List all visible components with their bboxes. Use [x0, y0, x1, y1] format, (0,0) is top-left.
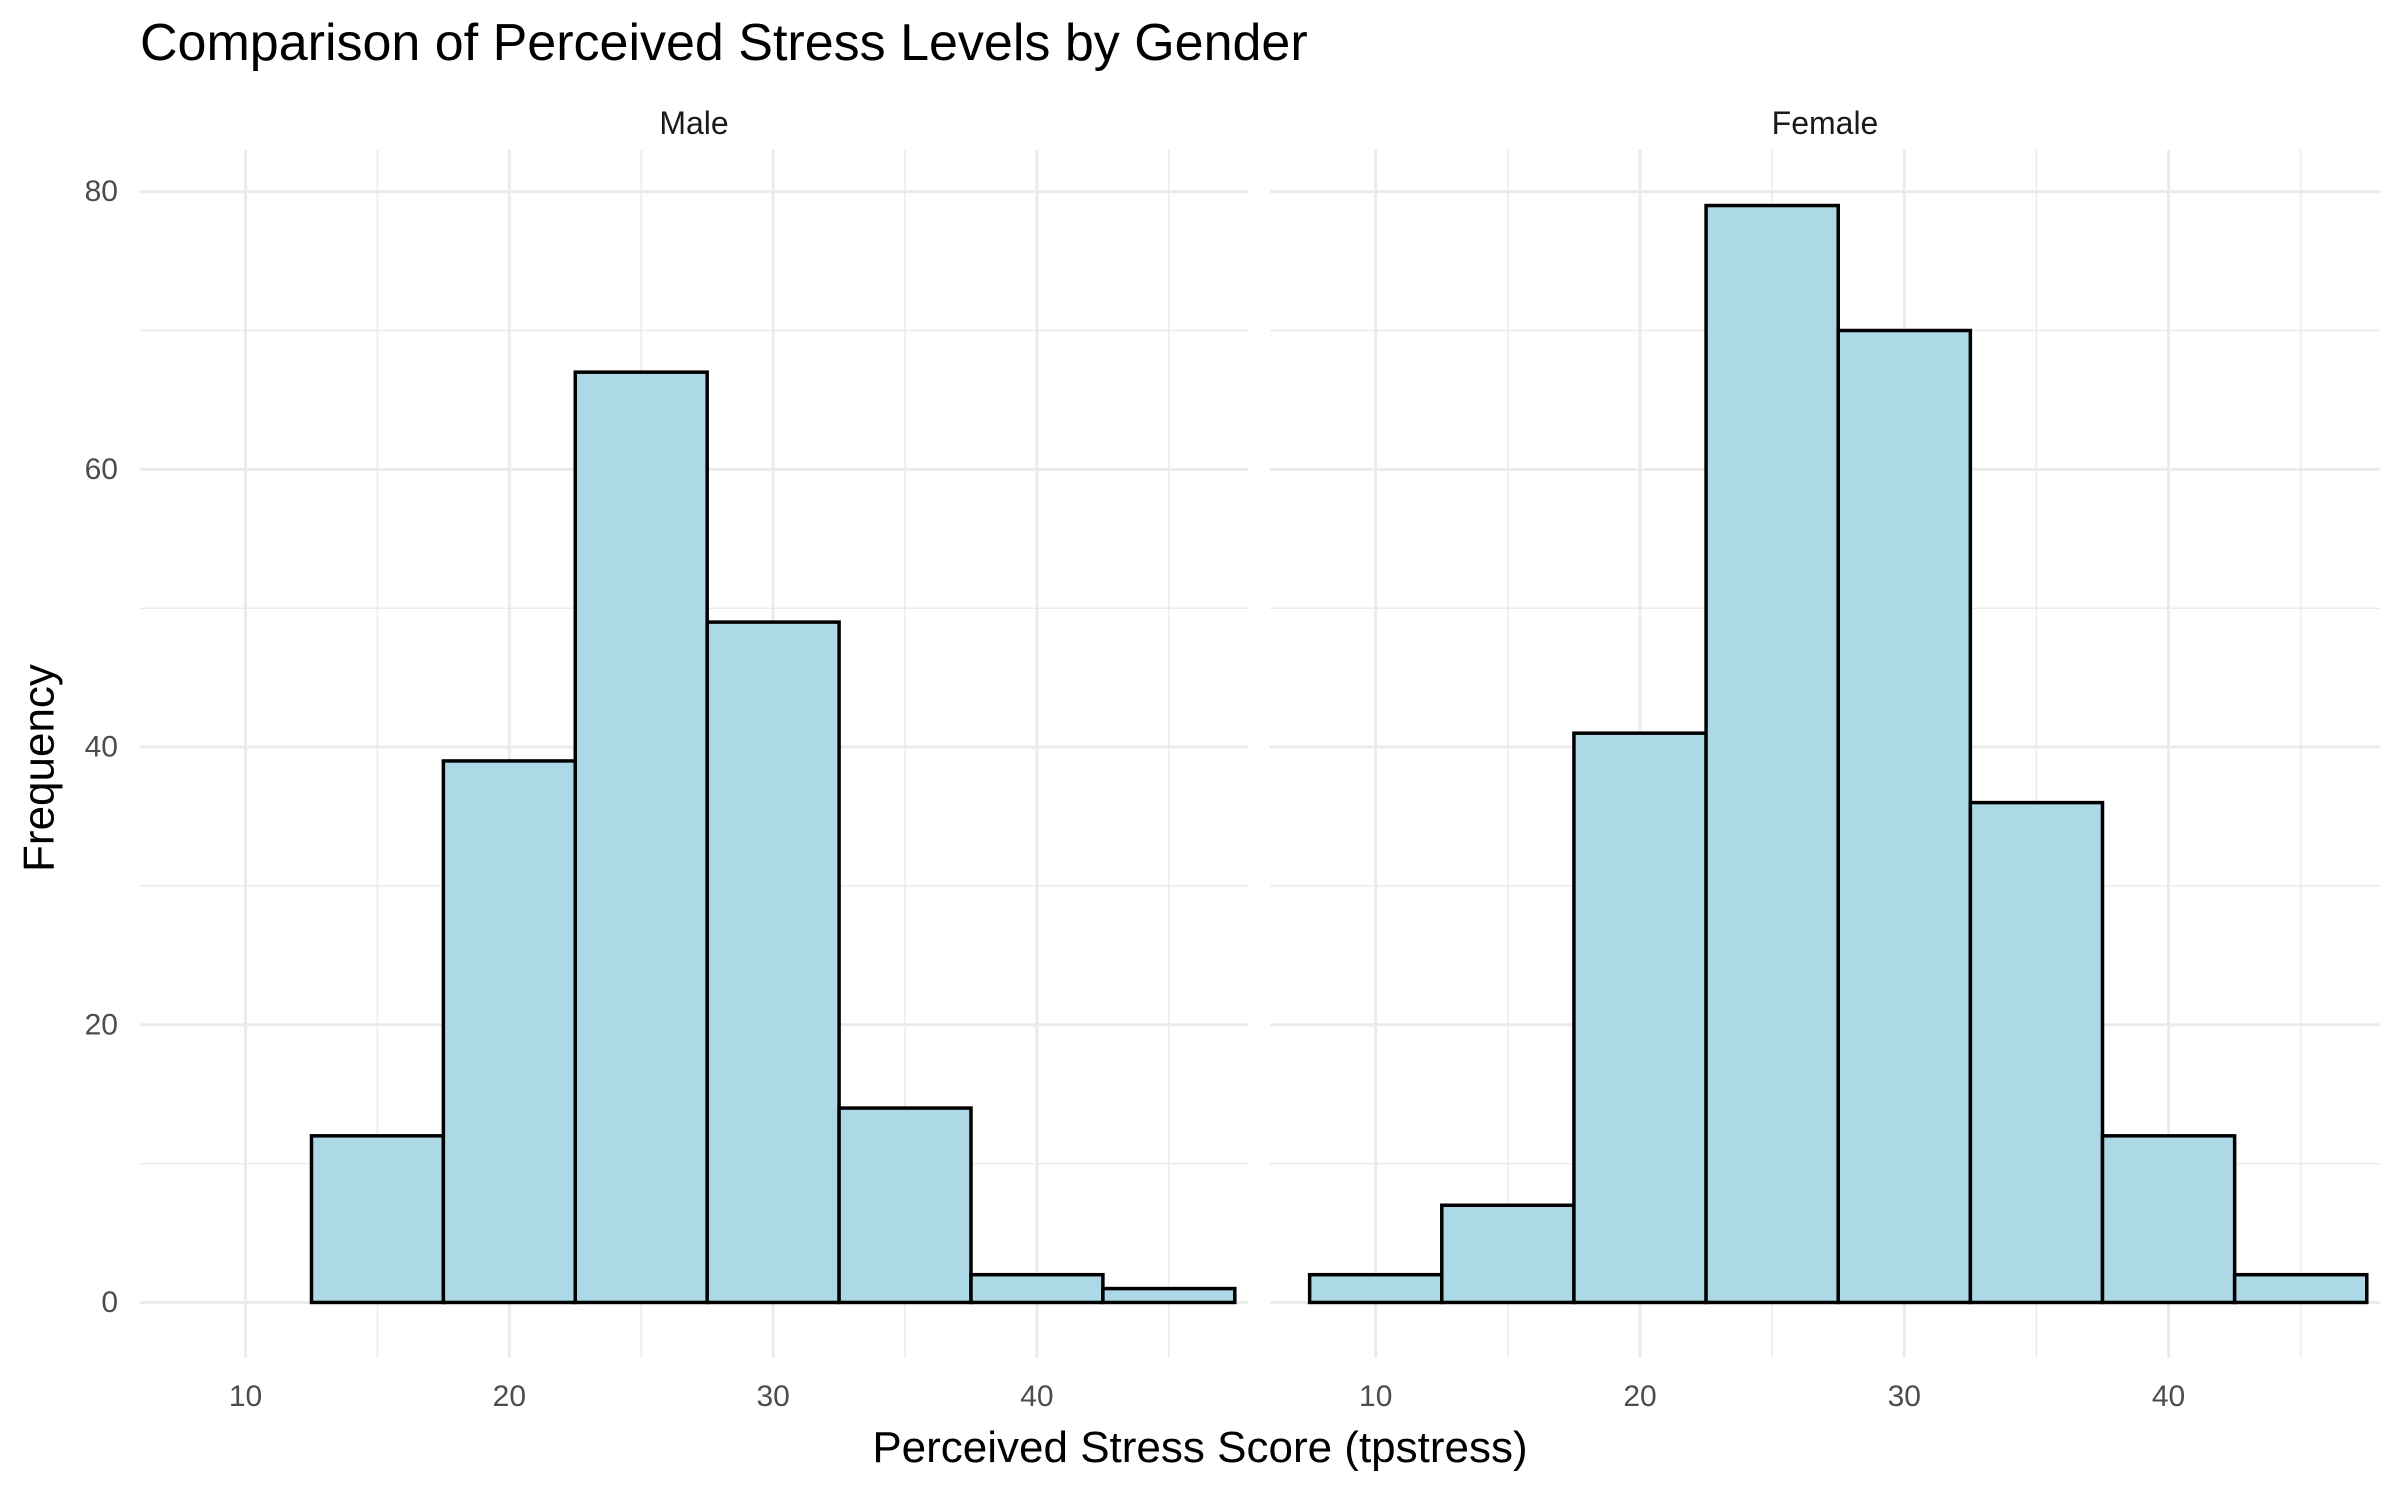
- y-tick-label: 40: [85, 731, 118, 764]
- y-tick-label: 60: [85, 453, 118, 486]
- histogram-bar: [441, 759, 578, 1305]
- y-tick-label: 0: [101, 1286, 118, 1319]
- histogram-bar: [1704, 203, 1840, 1305]
- x-tick-label: 30: [1888, 1380, 1921, 1413]
- histogram-bar: [1440, 1203, 1576, 1305]
- histogram-bar: [2232, 1272, 2369, 1305]
- histogram-bar: [573, 370, 709, 1305]
- histogram-bar: [309, 1134, 446, 1305]
- histogram-bar: [1968, 800, 2105, 1305]
- facet-strip-label: Male: [659, 105, 728, 141]
- histogram-bar: [1572, 731, 1708, 1305]
- histogram-bar: [837, 1106, 973, 1305]
- histogram-bar: [1836, 328, 1973, 1305]
- y-tick-label: 80: [85, 175, 118, 208]
- histogram-bar: [2100, 1134, 2237, 1305]
- x-tick-label: 20: [1623, 1380, 1656, 1413]
- y-tick-label: 20: [85, 1008, 118, 1041]
- x-tick-label: 30: [756, 1380, 789, 1413]
- facet-panel-male: 10 20 30 40 Male: [140, 105, 1248, 1413]
- x-tick-label: 40: [2152, 1380, 2185, 1413]
- x-axis-label: Perceived Stress Score (tpstress): [872, 1423, 1528, 1472]
- facet-strip-label: Female: [1772, 105, 1879, 141]
- chart-title: Comparison of Perceived Stress Levels by…: [140, 14, 1308, 72]
- histogram-bar: [1101, 1286, 1237, 1305]
- histogram-bar: [969, 1272, 1105, 1305]
- x-tick-label: 20: [493, 1380, 526, 1413]
- histogram-bar: [1307, 1272, 1444, 1305]
- x-tick-label: 10: [229, 1380, 262, 1413]
- facet-panel-female: 10 20 30 40 Female: [1270, 105, 2380, 1413]
- histogram-bar: [705, 620, 841, 1305]
- x-tick-label: 40: [1020, 1380, 1053, 1413]
- x-tick-label: 10: [1359, 1380, 1392, 1413]
